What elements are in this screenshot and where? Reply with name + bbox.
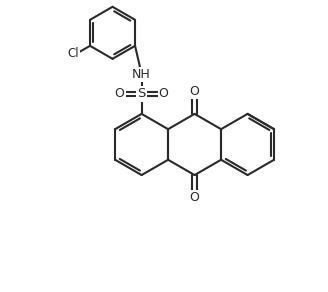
Text: O: O [190, 85, 199, 98]
Text: S: S [137, 88, 146, 100]
Text: O: O [159, 88, 169, 100]
Text: NH: NH [132, 68, 151, 81]
Text: O: O [190, 191, 199, 204]
Text: Cl: Cl [67, 47, 79, 60]
Text: O: O [115, 88, 125, 100]
